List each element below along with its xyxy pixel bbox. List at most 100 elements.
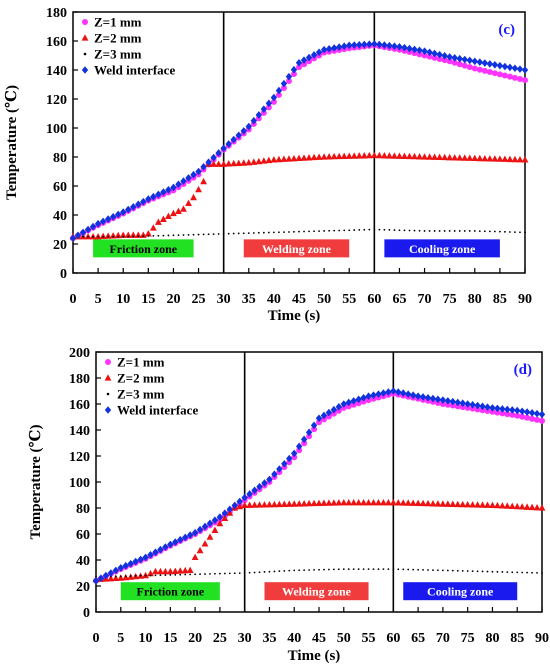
data-point [230,159,238,167]
data-point [199,573,201,576]
data-point [315,499,323,507]
data-point [341,42,348,51]
data-point [534,416,541,423]
data-point [132,557,139,566]
data-point [496,61,504,70]
data-point [119,231,127,238]
data-point [303,230,305,233]
data-point [245,159,253,166]
data-point [511,155,519,163]
data-point [182,533,189,542]
data-point [516,65,524,73]
data-point [164,574,167,576]
data-point [441,153,449,161]
data-point [253,571,256,574]
data-point [206,519,214,528]
x-axis-label: Time (s) [288,648,341,664]
y-tick-label: 180 [69,372,90,387]
data-point [365,499,372,506]
data-point [451,569,454,572]
data-point [325,408,333,417]
data-point [99,217,107,226]
data-point [220,144,227,153]
data-point [209,573,211,575]
data-point [494,409,501,416]
data-point [355,400,362,407]
y-tick-label: 40 [76,554,90,569]
data-point [464,400,471,408]
data-point [298,230,300,233]
data-point [240,159,248,166]
data-point [144,230,152,237]
data-point [360,152,368,159]
y-tick-label: 140 [69,424,90,439]
x-tick-label: 0 [70,292,77,307]
data-point [340,152,348,160]
legend-marker-dot [106,392,110,396]
data-point [288,231,290,233]
data-point [300,56,308,64]
data-point [509,231,511,233]
data-point [486,570,489,573]
data-point [423,230,426,232]
data-point [295,442,303,451]
zone-label: Friction zone [109,242,177,256]
data-point [461,55,468,64]
x-tick-label: 25 [192,292,206,307]
data-point [330,499,338,506]
data-point [518,503,526,510]
data-point [476,66,483,73]
data-point [308,569,310,571]
data-point [306,433,313,440]
data-point [162,234,165,237]
data-point [308,230,310,233]
data-point [421,52,428,59]
data-point [147,569,154,577]
y-tick-label: 160 [69,398,90,413]
data-point [345,403,352,410]
data-point [385,388,392,396]
y-tick-label: 100 [46,122,67,137]
x-tick-label: 60 [367,292,381,307]
data-point [365,397,372,404]
data-point [311,426,318,433]
data-point [459,500,467,508]
data-point [451,54,458,62]
x-tick-label: 50 [337,631,351,646]
data-point [439,401,446,407]
data-point [486,155,494,162]
data-point [436,50,443,59]
data-point [167,540,174,549]
y-axis-label: Temperature (℃) [28,424,44,539]
data-point [491,570,494,573]
data-point [338,229,341,232]
data-point [215,149,222,157]
data-point [401,152,408,160]
data-point [154,574,157,577]
data-point [481,59,489,67]
data-point [300,154,308,161]
data-point [449,402,456,409]
data-point [161,567,169,575]
data-point [400,389,407,397]
data-point [227,232,230,235]
x-tick-label: 70 [418,292,432,307]
data-point [355,499,363,506]
data-point [506,73,513,80]
y-tick-label: 60 [53,180,67,195]
x-tick-label: 55 [342,292,356,307]
data-point [250,116,257,125]
data-point [529,415,536,422]
data-point [230,135,237,144]
legend-entry: Z=2 mm [94,31,142,46]
data-point [250,158,258,165]
legend-entry: Z=1 mm [94,15,142,30]
zone-label: Cooling zone [427,585,494,599]
data-point [479,501,486,508]
data-point [157,545,164,554]
data-point [416,46,423,55]
x-tick-label: 55 [362,631,376,646]
data-point [370,499,377,506]
data-point [241,501,249,508]
